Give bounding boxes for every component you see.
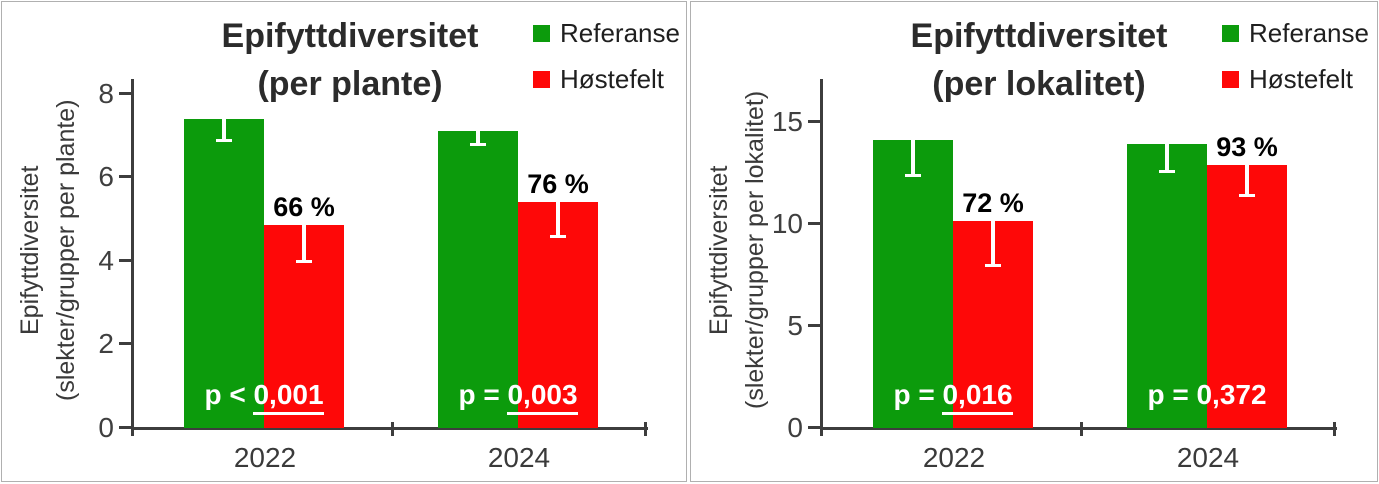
p-value-number: 0,003 xyxy=(507,379,578,415)
x-tick-mark xyxy=(391,422,394,436)
x-axis-line xyxy=(820,427,1337,430)
p-value-number: 0,001 xyxy=(253,379,324,415)
p-value-prefix: p = xyxy=(893,379,943,410)
x-category-label: 2022 xyxy=(922,442,986,473)
hostefelt-swatch-icon xyxy=(1222,70,1239,88)
y-tick-mark xyxy=(808,119,821,123)
x-tick-mark xyxy=(131,422,134,436)
referanse-swatch-icon xyxy=(1222,24,1239,42)
error-bar-stem xyxy=(1245,164,1249,198)
y-tick-mark xyxy=(808,221,821,225)
y-tick-label: 8 xyxy=(98,77,114,109)
legend-item-hostefelt: Høstefelt xyxy=(1222,66,1372,92)
chart-title-line2: (per plante) xyxy=(257,65,443,103)
plot-area: 0 2 4 6 8 66 % p < 0,001 2022 76 % p = 0,003 2024 xyxy=(2,2,686,481)
error-bar-cap xyxy=(550,234,566,238)
legend-label-referanse: Referanse xyxy=(560,18,680,48)
pct-label: 76 % xyxy=(527,169,589,200)
legend-item-referanse: Referanse xyxy=(1222,20,1372,46)
error-bar-cap xyxy=(905,173,921,177)
x-category-label: 2024 xyxy=(1176,442,1240,473)
y-tick-mark xyxy=(808,323,821,327)
error-bar-cap xyxy=(470,142,486,146)
chart-title-line1: Epifyttdiversitet xyxy=(221,17,479,55)
legend-item-referanse: Referanse xyxy=(533,20,683,46)
bar-referanse-2022 xyxy=(873,140,953,428)
y-tick-label: 0 xyxy=(98,412,114,443)
y-axis-line xyxy=(820,79,823,430)
pct-label: 66 % xyxy=(273,192,335,223)
y-tick-mark xyxy=(119,426,132,429)
chart-title: Epifyttdiversitet (per plante) xyxy=(120,12,580,108)
chart-panel-per-lokalitet: Epifyttdiversitet (per lokalitet) Refera… xyxy=(690,1,1378,482)
error-bar-cap xyxy=(296,259,312,263)
p-value-prefix: p = xyxy=(458,379,508,410)
error-bar-cap xyxy=(985,263,1001,267)
y-tick-mark xyxy=(119,91,132,95)
p-value-label: p = 0,003 xyxy=(398,379,638,415)
y-tick-mark xyxy=(119,175,132,179)
p-value-label: p = 0,016 xyxy=(833,379,1073,415)
x-category-label: 2024 xyxy=(487,442,551,473)
bar-hostefelt-2024 xyxy=(518,202,598,428)
pct-label: 72 % xyxy=(962,187,1024,218)
y-tick-label: 2 xyxy=(98,328,114,360)
error-bar-stem xyxy=(911,140,915,177)
chart-title: Epifyttdiversitet (per lokalitet) xyxy=(809,12,1269,108)
legend: Referanse Høstefelt xyxy=(533,20,683,112)
y-axis-line xyxy=(131,79,134,430)
x-category-label: 2022 xyxy=(233,442,297,473)
p-value-number: 0,016 xyxy=(942,379,1013,415)
y-tick-label: 5 xyxy=(787,309,803,341)
x-tick-mark xyxy=(1333,422,1336,436)
error-bar-cap xyxy=(1239,194,1255,198)
error-bar-stem xyxy=(991,220,995,267)
error-bar-cap xyxy=(216,138,232,142)
p-value-prefix: p = xyxy=(1147,379,1197,410)
bar-referanse-2024 xyxy=(1127,144,1207,428)
bar-referanse-2024 xyxy=(438,131,518,428)
hostefelt-swatch-icon xyxy=(533,70,550,88)
x-tick-mark xyxy=(820,422,823,436)
x-axis-line xyxy=(131,427,648,430)
chart-panel-per-plante: Epifyttdiversitet (per plante) Referanse… xyxy=(1,1,687,482)
error-bar-stem xyxy=(222,118,226,142)
error-bar-cap xyxy=(1159,169,1175,173)
x-tick-mark xyxy=(644,422,647,436)
y-tick-label: 0 xyxy=(787,412,803,443)
p-value-label: p < 0,001 xyxy=(144,379,384,415)
bar-referanse-2022 xyxy=(184,118,264,428)
chart-title-line1: Epifyttdiversitet xyxy=(910,17,1168,55)
y-tick-label: 4 xyxy=(98,244,114,276)
y-tick-label: 6 xyxy=(98,161,114,193)
error-bar-stem xyxy=(476,131,480,146)
chart-title-line2: (per lokalitet) xyxy=(932,65,1146,103)
legend-label-hostefelt: Høstefelt xyxy=(560,64,665,94)
x-tick-mark xyxy=(1080,422,1083,436)
p-value-prefix: p < xyxy=(204,379,254,410)
plot-area: 0 5 10 15 72 % p = 0,016 2022 93 % p = 0,372 2024 xyxy=(691,2,1377,481)
y-tick-mark xyxy=(119,258,132,262)
bar-hostefelt-2024 xyxy=(1207,164,1287,428)
error-bar-stem xyxy=(1165,144,1169,173)
y-tick-label: 10 xyxy=(771,207,803,239)
p-value-number: 0,372 xyxy=(1196,379,1267,410)
y-tick-mark xyxy=(119,342,132,346)
y-tick-mark xyxy=(808,426,821,429)
p-value-label: p = 0,372 xyxy=(1087,380,1327,410)
legend-label-hostefelt: Høstefelt xyxy=(1249,64,1354,94)
error-bar-stem xyxy=(302,225,306,263)
error-bar-stem xyxy=(556,202,560,238)
legend-item-hostefelt: Høstefelt xyxy=(533,66,683,92)
referanse-swatch-icon xyxy=(533,24,550,42)
legend: Referanse Høstefelt xyxy=(1222,20,1372,112)
pct-label: 93 % xyxy=(1216,131,1278,162)
y-tick-label: 15 xyxy=(771,105,803,137)
legend-label-referanse: Referanse xyxy=(1249,18,1369,48)
